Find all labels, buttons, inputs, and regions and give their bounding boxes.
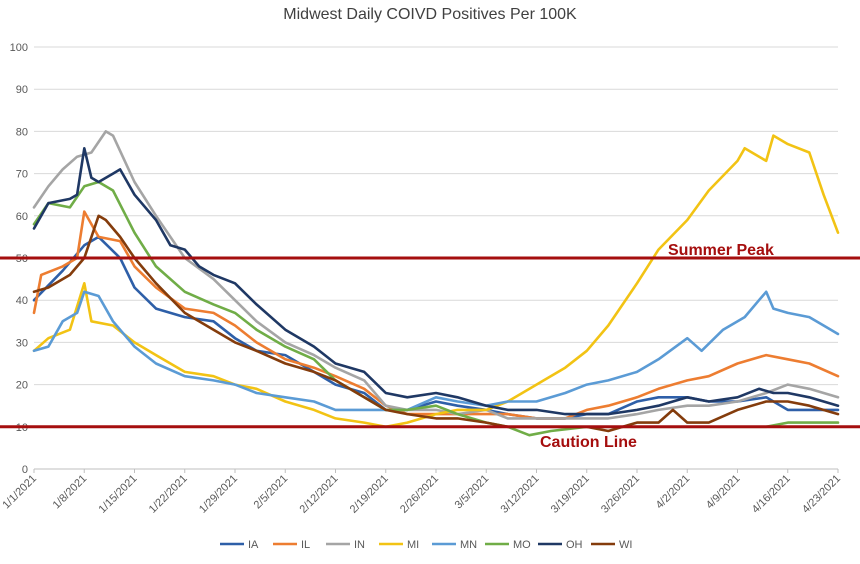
x-tick-label: 4/23/2021 bbox=[800, 473, 843, 516]
x-tick-label: 1/15/2021 bbox=[97, 473, 140, 516]
legend: IA IL IN MI MN MO OH WI bbox=[220, 539, 632, 551]
y-tick-label: 20 bbox=[16, 380, 28, 392]
reference-label-summer-peak: Summer Peak bbox=[668, 242, 774, 259]
y-axis-ticks: 0102030405060708090100 bbox=[10, 42, 28, 476]
x-axis-ticks: 1/1/2021 1/8/2021 1/15/2021 1/22/2021 1/29/2… bbox=[0, 469, 843, 516]
legend-label-oh: OH bbox=[566, 539, 583, 551]
x-tick-label: 4/16/2021 bbox=[750, 473, 793, 516]
legend-label-ia: IA bbox=[248, 539, 259, 551]
reference-label-caution-line: Caution Line bbox=[540, 434, 637, 451]
series-line-in bbox=[32, 130, 840, 420]
series-line-mi bbox=[32, 134, 840, 429]
x-tick-label: 2/12/2021 bbox=[298, 473, 341, 516]
x-tick-label: 1/22/2021 bbox=[147, 473, 190, 516]
legend-label-wi: WI bbox=[619, 539, 632, 551]
legend-label-in: IN bbox=[354, 539, 365, 551]
x-tick-label: 2/19/2021 bbox=[348, 473, 391, 516]
x-tick-label: 3/19/2021 bbox=[549, 473, 592, 516]
legend-label-mo: MO bbox=[513, 539, 531, 551]
x-tick-label: 2/5/2021 bbox=[252, 473, 291, 512]
x-tick-label: 4/2/2021 bbox=[654, 473, 693, 512]
reference-lines: Summer Peak Caution Line bbox=[0, 242, 860, 451]
x-tick-label: 2/26/2021 bbox=[398, 473, 441, 516]
x-tick-label: 3/5/2021 bbox=[453, 473, 492, 512]
y-tick-label: 30 bbox=[16, 337, 28, 349]
chart-title: Midwest Daily COIVD Positives Per 100K bbox=[283, 6, 577, 23]
y-tick-label: 70 bbox=[16, 169, 28, 181]
series-line-mn bbox=[32, 290, 840, 412]
y-tick-label: 80 bbox=[16, 126, 28, 138]
legend-label-il: IL bbox=[301, 539, 310, 551]
x-tick-label: 1/1/2021 bbox=[0, 473, 39, 512]
legend-label-mn: MN bbox=[460, 539, 477, 551]
series-lines bbox=[32, 130, 840, 437]
y-tick-label: 40 bbox=[16, 295, 28, 307]
legend-label-mi: MI bbox=[407, 539, 419, 551]
series-line-wi bbox=[32, 214, 840, 433]
x-tick-label: 4/9/2021 bbox=[704, 473, 743, 512]
y-tick-label: 100 bbox=[10, 42, 28, 54]
x-tick-label: 1/29/2021 bbox=[197, 473, 240, 516]
y-tick-label: 60 bbox=[16, 211, 28, 223]
y-tick-label: 0 bbox=[22, 464, 28, 476]
x-tick-label: 3/12/2021 bbox=[499, 473, 542, 516]
series-line-oh bbox=[32, 147, 840, 416]
x-tick-label: 1/8/2021 bbox=[51, 473, 90, 512]
x-tick-label: 3/26/2021 bbox=[599, 473, 642, 516]
y-tick-label: 90 bbox=[16, 84, 28, 96]
